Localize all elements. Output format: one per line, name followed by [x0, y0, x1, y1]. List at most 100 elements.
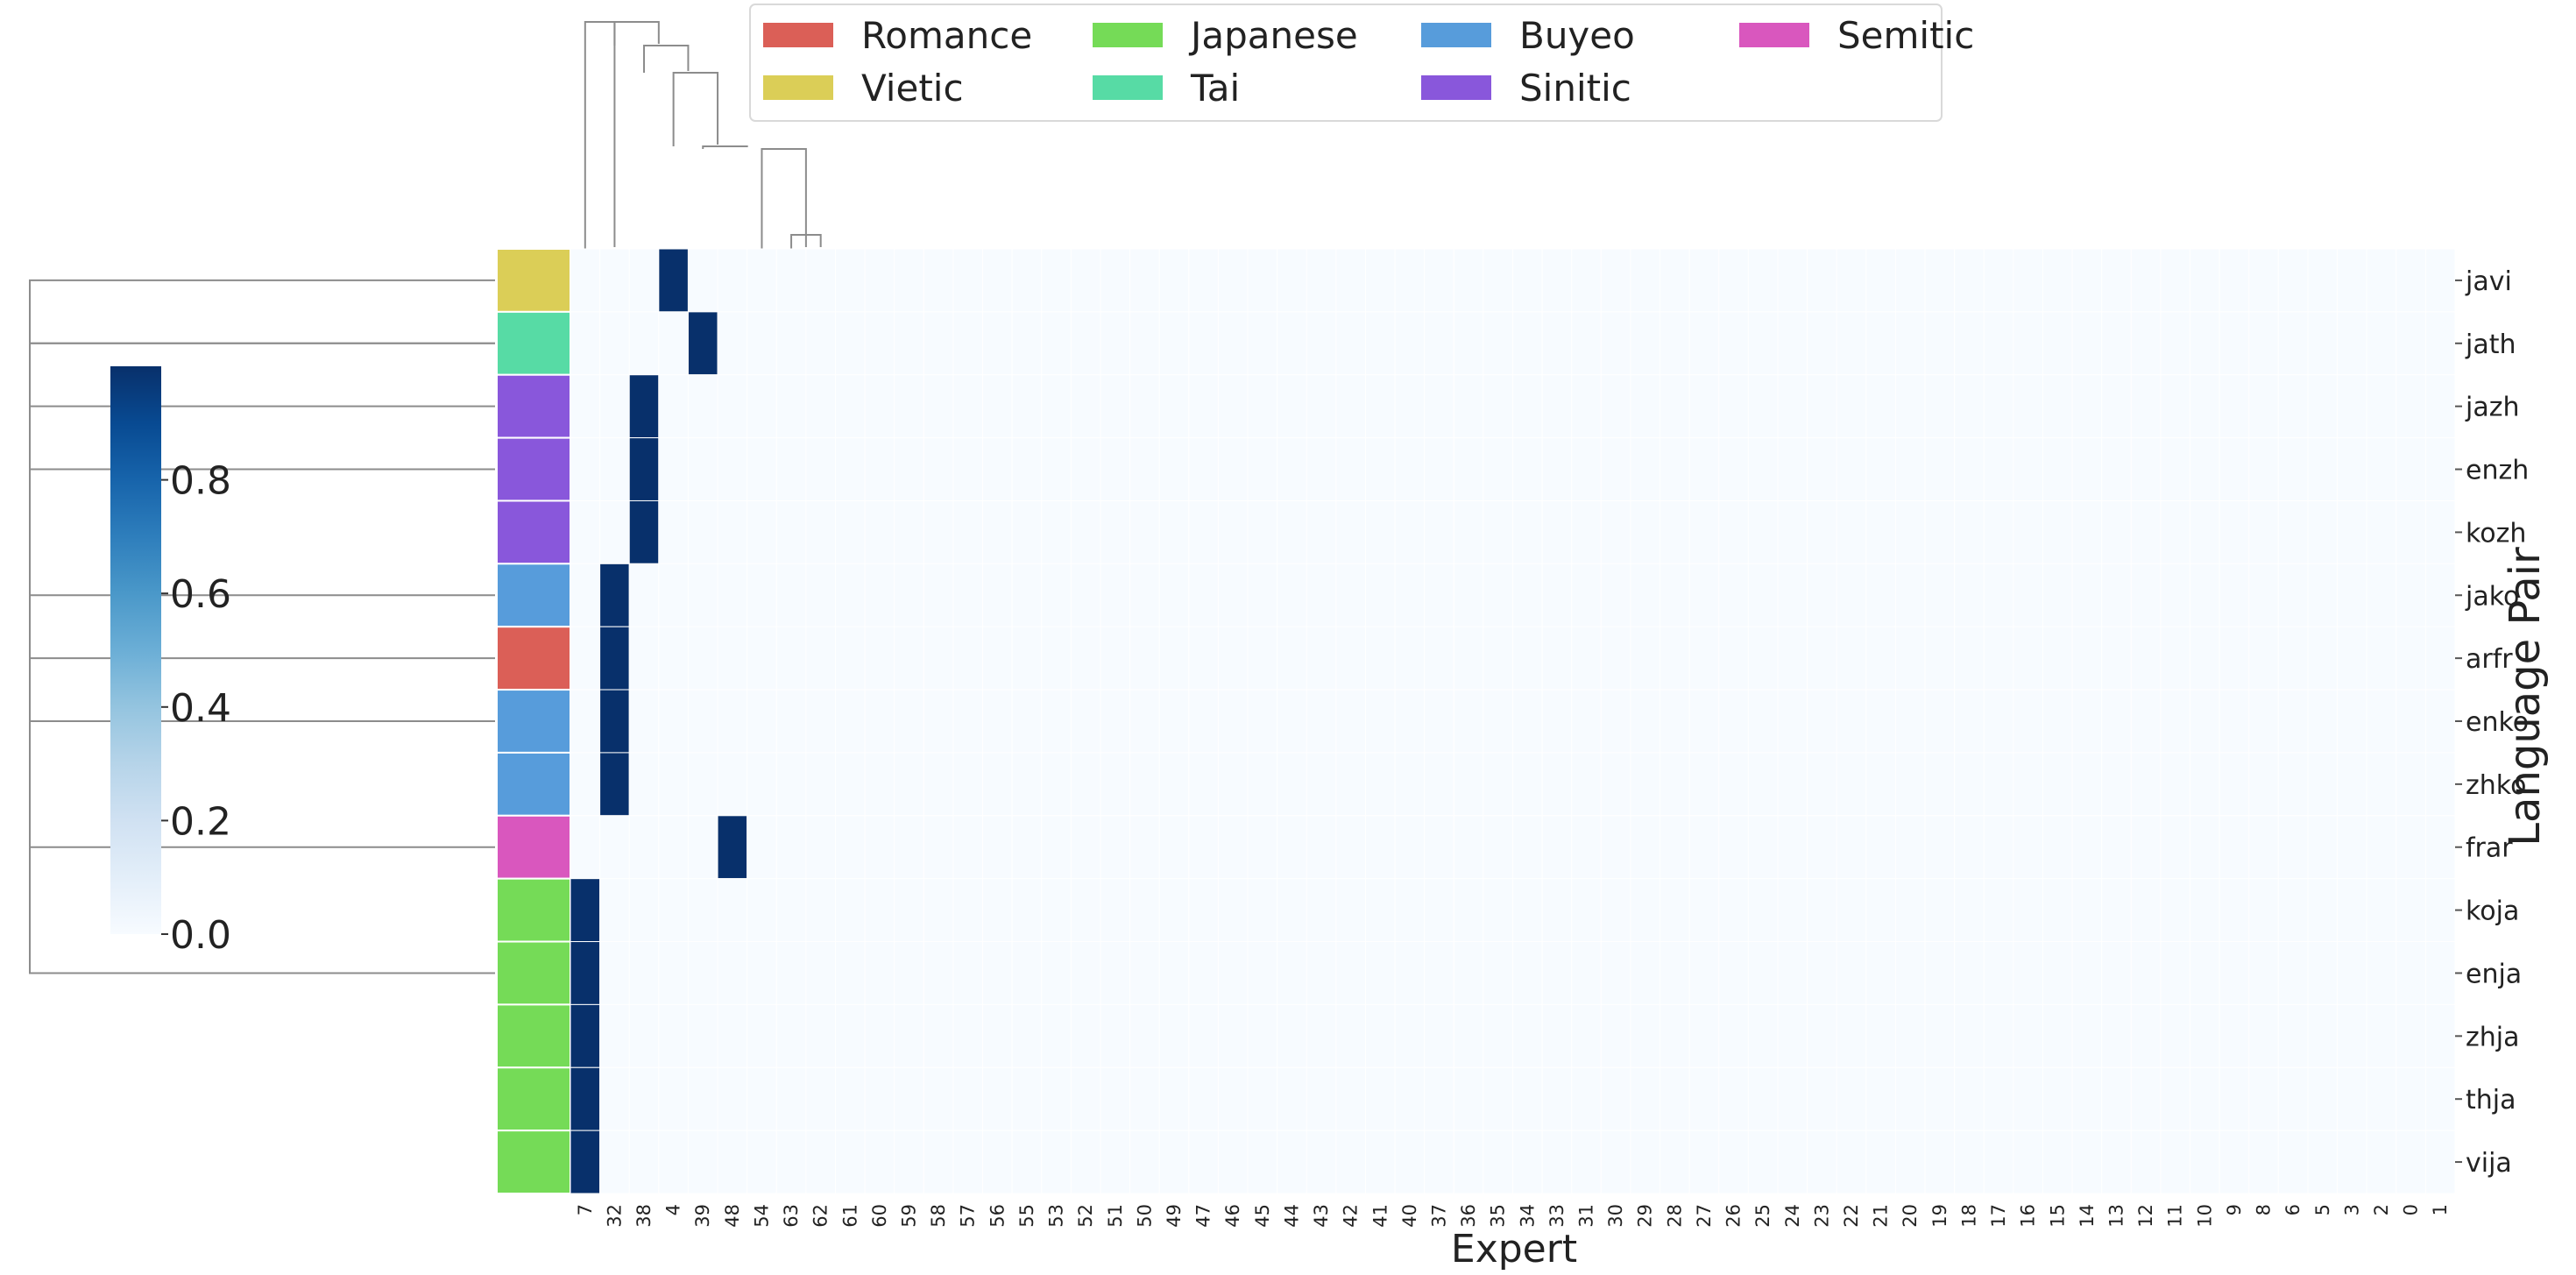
heatmap-cell — [2337, 374, 2367, 439]
heatmap-cell — [834, 563, 866, 627]
heatmap-cell — [1188, 626, 1219, 691]
heatmap-cell — [1217, 311, 1249, 376]
heatmap-cell — [2101, 878, 2132, 943]
heatmap-cell — [1807, 248, 1837, 313]
heatmap-cell — [1924, 374, 1956, 439]
heatmap-cell — [1070, 1066, 1101, 1131]
heatmap-cell — [1747, 437, 1779, 501]
heatmap-cell — [747, 1066, 777, 1131]
heatmap-cell — [952, 248, 984, 313]
heatmap-cell — [687, 248, 718, 313]
heatmap-cell — [1277, 815, 1307, 880]
heatmap-cell — [1011, 499, 1043, 564]
heatmap-cell — [2101, 499, 2132, 564]
heatmap-cell — [1188, 499, 1219, 564]
heatmap-cell — [570, 752, 601, 817]
heatmap-cell — [834, 752, 866, 817]
heatmap-cell — [1954, 563, 1985, 627]
heatmap-cell — [982, 499, 1013, 564]
heatmap-cell — [2190, 815, 2220, 880]
x-tick-label: 27 — [1694, 1204, 1715, 1228]
heatmap-cell — [1954, 941, 1985, 1005]
heatmap-cell — [2366, 941, 2397, 1005]
heatmap-cell — [1924, 941, 1956, 1005]
heatmap-cell — [1718, 752, 1749, 817]
heatmap-cell — [717, 1066, 748, 1131]
heatmap-cell — [1217, 815, 1249, 880]
heatmap-cell — [1571, 815, 1602, 880]
heatmap-cell — [2248, 1130, 2279, 1194]
heatmap-cell — [2013, 311, 2043, 376]
heatmap-cell — [1158, 563, 1190, 627]
heatmap-cell — [952, 1130, 984, 1194]
heatmap-cell — [2248, 1003, 2279, 1068]
heatmap-cell — [2396, 1130, 2426, 1194]
heatmap-cell — [1836, 1003, 1867, 1068]
legend-swatch — [1421, 23, 1491, 47]
heatmap-cell — [2219, 1003, 2250, 1068]
heatmap-cell — [2396, 248, 2426, 313]
legend-label: Semitic — [1837, 14, 1974, 57]
heatmap-cell — [1158, 437, 1190, 501]
heatmap-cell — [1158, 878, 1190, 943]
x-tick-label: 5 — [2312, 1204, 2333, 1215]
heatmap-cell — [1924, 499, 1956, 564]
heatmap-cell — [2424, 878, 2456, 943]
heatmap-cell — [775, 626, 807, 691]
heatmap-cell — [1306, 437, 1337, 501]
heatmap-cell — [1894, 248, 1926, 313]
heatmap-cell — [1747, 1066, 1779, 1131]
heatmap-cell — [1894, 941, 1926, 1005]
heatmap-cell — [1011, 752, 1043, 817]
x-tick-label: 59 — [899, 1204, 920, 1228]
heatmap-cell — [1453, 437, 1484, 501]
heatmap-cell — [2396, 437, 2426, 501]
heatmap-cell — [2248, 563, 2279, 627]
heatmap-cell — [2277, 437, 2309, 501]
heatmap-cell — [658, 941, 689, 1005]
heatmap-cell — [1335, 374, 1366, 439]
heatmap-cell — [2071, 1130, 2103, 1194]
heatmap-cell — [2307, 437, 2339, 501]
heatmap-cell — [864, 878, 895, 943]
heatmap-cell — [982, 878, 1013, 943]
heatmap-cell — [923, 1066, 954, 1131]
heatmap-cell — [982, 1066, 1013, 1131]
heatmap-cell — [1424, 1130, 1454, 1194]
heatmap-cell — [570, 248, 601, 313]
heatmap-cell — [1100, 626, 1131, 691]
heatmap-cell — [2277, 499, 2309, 564]
heatmap-cell — [1924, 563, 1956, 627]
heatmap-cell — [687, 1130, 718, 1194]
heatmap-cell — [2424, 311, 2456, 376]
heatmap-cell — [1571, 499, 1602, 564]
heatmap-cell — [1924, 689, 1956, 754]
heatmap-cell — [775, 1130, 807, 1194]
heatmap-cell — [1070, 248, 1101, 313]
heatmap-cell — [1807, 437, 1837, 501]
colorbar-tick-label: 0.2 — [170, 799, 231, 844]
y-tick-label: jath — [2465, 329, 2516, 360]
heatmap-cell — [1541, 374, 1573, 439]
heatmap-cell — [1865, 815, 1896, 880]
heatmap-cell — [599, 626, 630, 691]
heatmap-cell — [570, 311, 601, 376]
heatmap-cell — [658, 878, 689, 943]
heatmap-cell — [1188, 941, 1219, 1005]
heatmap-cell — [1865, 626, 1896, 691]
heatmap-cell — [2013, 499, 2043, 564]
heatmap-cell — [1630, 1066, 1661, 1131]
heatmap-cell — [658, 563, 689, 627]
legend: Romance Japanese Buyeo Semitic Vietic Tai Sini… — [749, 4, 1974, 122]
heatmap-cell — [1954, 1066, 1985, 1131]
heatmap-cell — [1041, 626, 1072, 691]
x-tick-label: 26 — [1723, 1204, 1744, 1228]
heatmap-cell — [1394, 815, 1426, 880]
heatmap-cell — [2277, 1066, 2309, 1131]
heatmap-cell — [570, 1130, 601, 1194]
heatmap-cell — [775, 437, 807, 501]
heatmap-cell — [805, 626, 836, 691]
heatmap-cell — [2307, 878, 2339, 943]
heatmap-cell — [1394, 499, 1426, 564]
heatmap-cell — [1394, 1066, 1426, 1131]
